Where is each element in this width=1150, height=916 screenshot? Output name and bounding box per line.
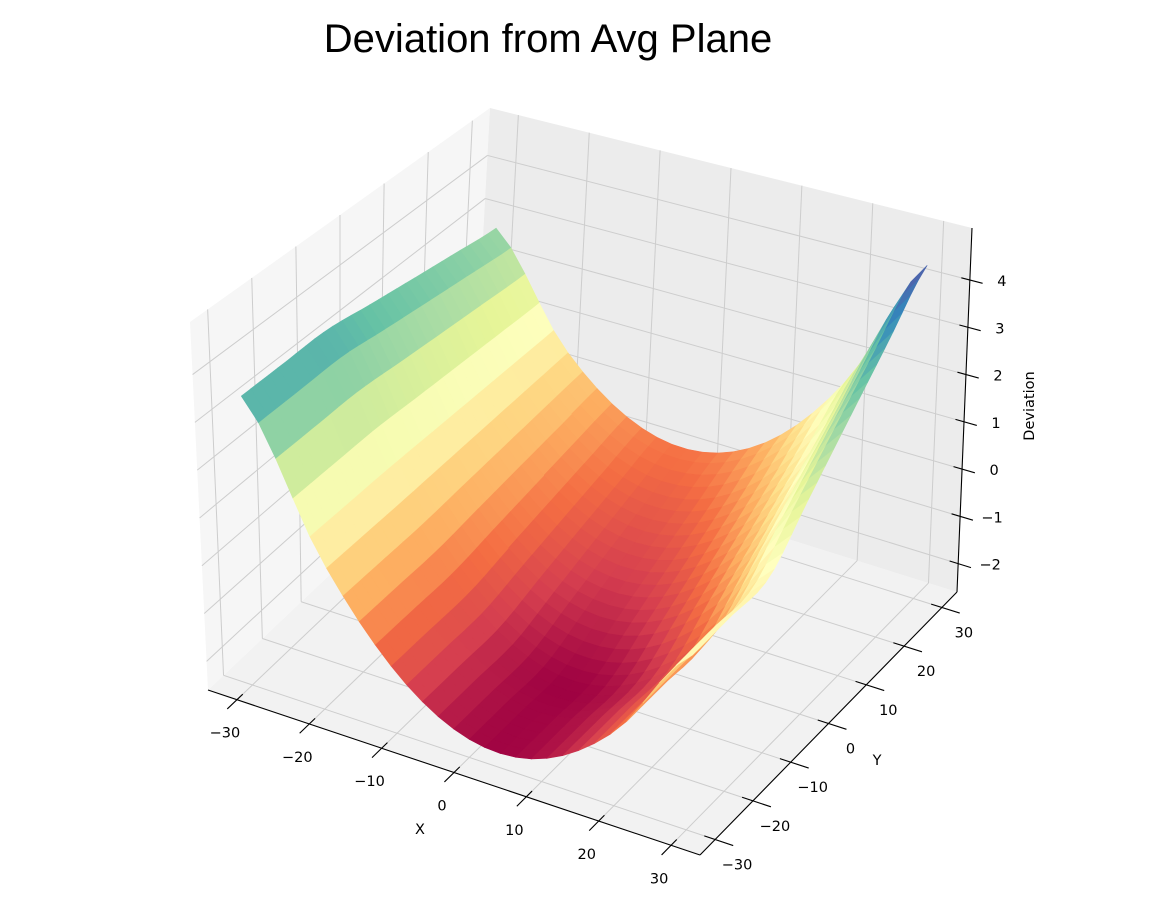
x-tick-mark xyxy=(516,790,533,807)
y-tick-label: 0 xyxy=(846,742,855,758)
y-tick-label: 20 xyxy=(917,664,935,680)
y-tick-label: −20 xyxy=(760,819,791,835)
z-tick-mark xyxy=(953,466,976,474)
x-tick-mark xyxy=(444,766,461,783)
y-tick-label: 10 xyxy=(879,703,897,719)
surface-facet xyxy=(675,646,701,666)
x-tick-mark xyxy=(661,839,678,856)
y-tick-mark xyxy=(855,680,885,692)
z-tick-mark xyxy=(955,418,977,426)
z-tick-mark xyxy=(957,371,979,379)
y-axis-title: Y xyxy=(872,753,882,769)
y-tick-label: 30 xyxy=(955,626,973,642)
back-gridline-z xyxy=(484,198,969,328)
wall-gridline-z xyxy=(192,155,488,375)
y-tick-mark xyxy=(779,758,809,769)
z-tick-label: −1 xyxy=(981,510,1002,526)
y-tick-mark xyxy=(704,835,734,847)
z-tick-label: 4 xyxy=(997,274,1006,290)
z-tick-mark xyxy=(951,513,974,521)
z-tick-label: 3 xyxy=(995,321,1004,337)
x-tick-label: 30 xyxy=(650,871,668,887)
y-tick-label: −30 xyxy=(722,858,753,874)
back-gridline-z xyxy=(480,284,965,423)
x-tick-mark xyxy=(226,693,244,710)
x-tick-mark xyxy=(588,814,605,831)
y-tick-label: −10 xyxy=(797,780,828,796)
z-tick-label: 1 xyxy=(991,416,1000,432)
surface-facet xyxy=(240,388,268,423)
x-tick-label: −20 xyxy=(282,750,313,766)
surface-mesh xyxy=(240,227,928,760)
x-tick-label: 20 xyxy=(577,847,595,863)
wall-gridline-z xyxy=(194,198,486,423)
wall-gridline-y xyxy=(251,277,263,639)
z-tick-mark xyxy=(949,560,972,569)
chart-title: Deviation from Avg Plane xyxy=(324,17,772,61)
y-tick-mark xyxy=(893,642,923,653)
z-axis-title: Deviation xyxy=(1022,371,1038,440)
tick-labels: −30−20−100102030−30−20−100102030−2−10123… xyxy=(210,274,1007,887)
wall-gridline-y xyxy=(207,309,225,676)
z-tick-mark xyxy=(961,277,983,284)
x-axis-title: X xyxy=(415,822,425,838)
x-tick-label: 0 xyxy=(437,799,446,815)
back-gridline-z xyxy=(482,241,967,376)
x-tick-label: −10 xyxy=(354,774,385,790)
axis-lines xyxy=(207,227,983,856)
z-tick-label: 2 xyxy=(993,369,1002,385)
z-axis-line xyxy=(956,227,973,593)
x-tick-mark xyxy=(371,742,388,758)
y-tick-mark xyxy=(931,603,960,614)
floor-gridline-y xyxy=(223,674,716,841)
y-tick-mark xyxy=(741,796,772,808)
x-tick-label: 10 xyxy=(505,823,523,839)
back-gridline-z xyxy=(487,154,970,281)
z-tick-mark xyxy=(959,324,981,332)
y-tick-mark xyxy=(817,719,847,730)
back-gridline-x xyxy=(927,220,945,584)
z-tick-label: 0 xyxy=(989,463,998,479)
x-tick-label: −30 xyxy=(210,726,241,742)
x-tick-mark xyxy=(299,718,316,734)
z-tick-label: −2 xyxy=(980,558,1001,574)
